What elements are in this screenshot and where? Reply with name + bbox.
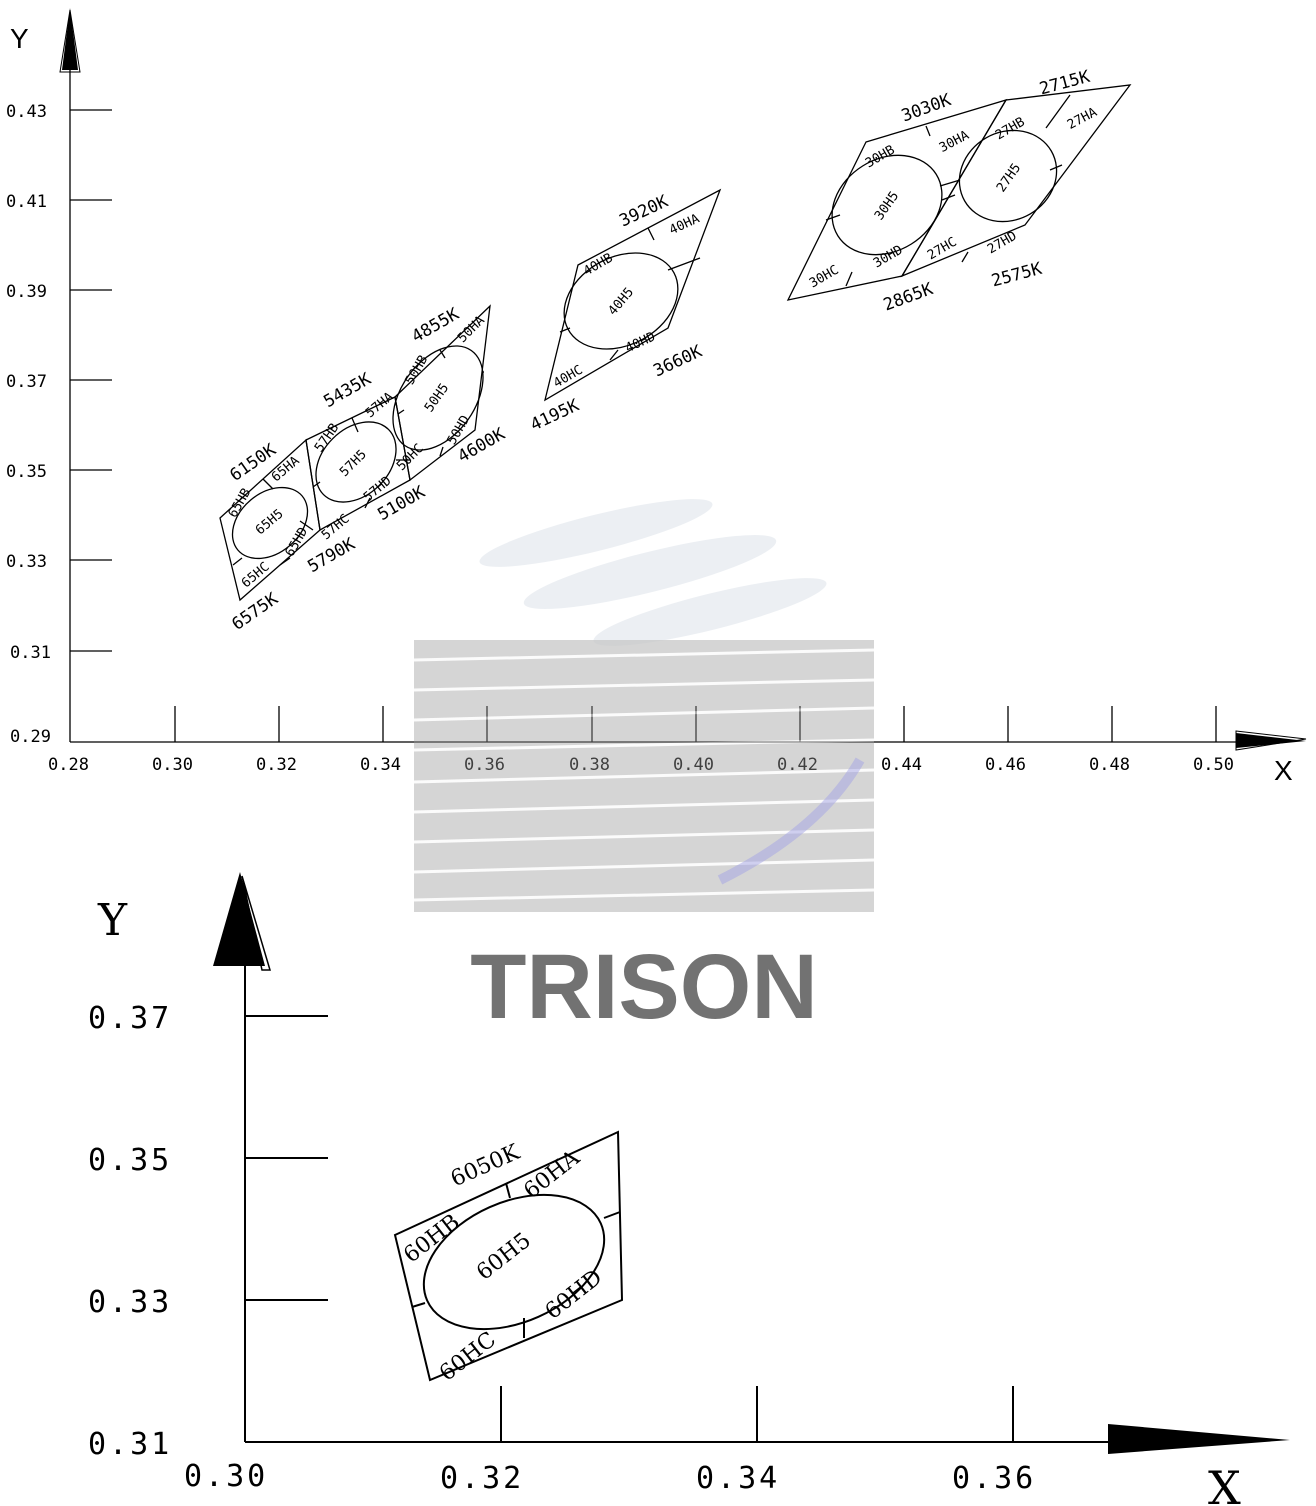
chart2-y-tick-label: 0.33: [88, 1285, 172, 1320]
bin-60-d-label: 60HD: [541, 1265, 607, 1325]
bin-30-center-label: 30H5: [872, 189, 902, 223]
bin-65-center-label: 65H5: [253, 507, 287, 539]
bin-30: 30H5 30HA 30HB 30HC 30HD 3030K 2865K: [786, 90, 1008, 316]
bin-27-cct-top: 2715K: [1037, 67, 1092, 100]
bin-30-d-label: 30HD: [871, 243, 906, 272]
chart2-y-label: Y: [97, 895, 128, 946]
chart1-x-tick-label: 0.34: [360, 755, 401, 775]
chart2-x-ticks: 0.30 0.32 0.34 0.36: [184, 1386, 1036, 1496]
chart2-x-label: X: [1208, 1461, 1241, 1506]
watermark: TRISON: [413, 499, 875, 1038]
chart1-x-tick-label: 0.36: [464, 755, 505, 775]
chart1-y-tick-label: 0.33: [6, 552, 47, 572]
chart1-y-tick-label: 0.29: [10, 727, 51, 747]
bin-57-center-label: 57H5: [337, 447, 370, 480]
bin-60: 60H5 60HA 60HB 60HC 60HD 6050K: [393, 1130, 624, 1386]
bin-65-cct-bottom: 6575K: [228, 589, 282, 635]
bin-50-center-label: 50H5: [422, 381, 452, 415]
bin-40-cct-right: 3660K: [650, 341, 706, 381]
bin-30-b-label: 30HB: [863, 143, 898, 172]
bin-50-cct-top: 4855K: [408, 304, 463, 347]
chart2-y-tick-label: 0.35: [88, 1143, 172, 1178]
chart1-y-tick-label: 0.43: [6, 102, 47, 122]
chart1-y-tick-label: 0.31: [10, 643, 51, 663]
bin-50-b-label: 50HB: [403, 353, 432, 388]
bin-65-b-label: 65HB: [226, 486, 255, 521]
bin-50-c-label: 50HC: [394, 441, 427, 474]
chart2-y-ticks: 0.37 0.35 0.33 0.31: [88, 1001, 328, 1462]
chart1-x-ticks: 0.28 0.30 0.32 0.34 0.36 0.38 0.40 0.42 …: [48, 706, 1234, 775]
chart2-x-tick-label: 0.30: [184, 1459, 268, 1494]
chart2-y-arrow-icon: [213, 872, 265, 966]
chart1-x-tick-label: 0.42: [777, 755, 818, 775]
chart2-x-tick-label: 0.32: [440, 1461, 524, 1496]
bin-65: 65H5 65HA 65HB 65HC 65HD 6150K 6575K: [219, 438, 321, 635]
bin-60-c-label: 60HC: [435, 1327, 501, 1386]
bin-40-cct-bottom: 4195K: [527, 395, 583, 435]
chart1-x-tick-label: 0.38: [569, 755, 610, 775]
chart1-y-tick-label: 0.39: [6, 282, 47, 302]
bin-27-a-label: 27HA: [1065, 105, 1100, 133]
chart1-x-tick-label: 0.46: [985, 755, 1026, 775]
chart1-x-tick-label: 0.48: [1089, 755, 1130, 775]
chart1-y-tick-label: 0.35: [6, 462, 47, 482]
bin-57-a-label: 57HA: [363, 389, 397, 421]
bin-40-d-label: 40HD: [623, 329, 658, 356]
chart1-x-tick-label: 0.30: [152, 755, 193, 775]
bin-40-cct-top: 3920K: [616, 191, 672, 231]
bin-27-center-label: 27H5: [994, 161, 1024, 195]
chart1-y-tick-label: 0.37: [6, 372, 47, 392]
bin-57: 57H5 57HA 57HB 57HC 57HD 5435K 5790K 510…: [304, 369, 429, 577]
chart1-x-tick-label: 0.50: [1193, 755, 1234, 775]
bin-57-b-label: 57HB: [312, 421, 342, 455]
chart1-x-tick-label: 0.44: [881, 755, 922, 775]
watermark-text: TRISON: [470, 936, 818, 1038]
chart1-x-tick-label: 0.32: [256, 755, 297, 775]
bin-27-d-label: 27HD: [985, 229, 1020, 258]
chart1-y-ticks: 0.43 0.41 0.39 0.37 0.35 0.33 0.31 0.29: [6, 102, 112, 747]
bin-60-center-label: 60H5: [472, 1228, 536, 1285]
bin-27-b-label: 27HB: [993, 115, 1028, 144]
chart2-x-arrow-icon: [1108, 1424, 1290, 1454]
chart1-x-tick-label: 0.28: [48, 755, 89, 775]
bin-27-cct-bottom: 2575K: [989, 259, 1044, 292]
bin-60-cct-top: 6050K: [447, 1140, 524, 1193]
chart1-y-label: Y: [10, 23, 29, 54]
chart2-x-tick-label: 0.36: [952, 1461, 1036, 1496]
chart1-x-tick-label: 0.40: [673, 755, 714, 775]
chart2-y-tick-label: 0.37: [88, 1001, 172, 1036]
chart1-x-label: X: [1274, 755, 1293, 786]
chart1-x-arrow-icon: [1236, 733, 1306, 748]
chart1-y-arrow-icon: [62, 8, 78, 70]
bin-30-a-label: 30HA: [937, 128, 972, 156]
chart2-y-tick-label: 0.31: [88, 1427, 172, 1462]
chart1-y-tick-label: 0.41: [6, 192, 47, 212]
bin-40-center-label: 40H5: [606, 285, 638, 319]
chart2-x-tick-label: 0.34: [696, 1461, 780, 1496]
bin-30-cct-bottom: 2865K: [881, 279, 937, 316]
bin-50: 50H5 50HA 50HB 50HC 50HD 4855K 4600K: [392, 304, 509, 482]
bin-40: 40H5 40HA 40HB 40HC 40HD 3920K 4195K 366…: [527, 188, 722, 435]
bin-30-cct-top: 3030K: [899, 90, 955, 127]
bin-30-c-label: 30HC: [807, 263, 842, 292]
